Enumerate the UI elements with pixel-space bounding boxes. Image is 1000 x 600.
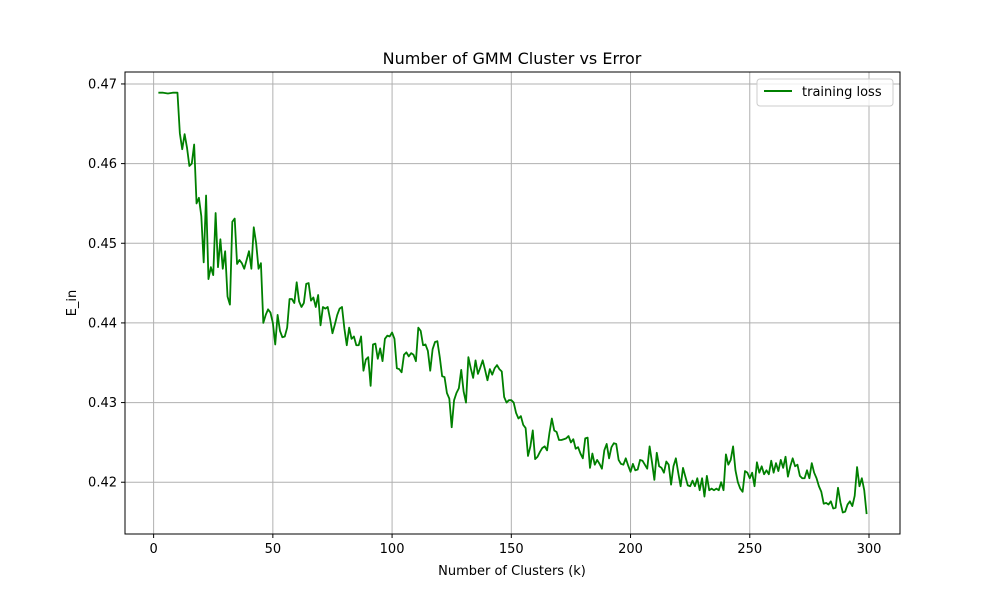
x-tick-label: 100: [380, 542, 405, 557]
x-tick-label: 150: [499, 542, 524, 557]
y-tick-label: 0.42: [88, 476, 117, 491]
legend-box: [756, 78, 894, 107]
y-axis-ticks: 0.42 0.43 0.44 0.45 0.46 0.47: [88, 77, 125, 491]
y-tick-label: 0.47: [88, 77, 117, 92]
legend: training loss: [756, 78, 894, 107]
legend-label-training-loss: training loss: [802, 85, 882, 100]
grid: [125, 72, 900, 534]
y-tick-label: 0.45: [88, 237, 117, 252]
x-tick-label: 200: [618, 542, 643, 557]
x-axis-label: Number of Clusters (k): [438, 564, 586, 579]
y-tick-label: 0.46: [88, 157, 117, 172]
y-tick-label: 0.44: [88, 316, 117, 331]
x-tick-label: 50: [265, 542, 282, 557]
x-axis-ticks: 0 50 100 150 200 250 300: [149, 534, 881, 557]
x-tick-label: 250: [737, 542, 762, 557]
y-axis-label: E_in: [65, 290, 80, 317]
series-layer: [158, 91, 868, 515]
x-tick-label: 0: [149, 542, 157, 557]
series-line-training-loss: [158, 91, 868, 515]
chart-title: Number of GMM Cluster vs Error: [383, 49, 642, 68]
plot-frame: [124, 71, 901, 535]
x-tick-label: 300: [857, 542, 882, 557]
y-tick-label: 0.43: [88, 396, 117, 411]
